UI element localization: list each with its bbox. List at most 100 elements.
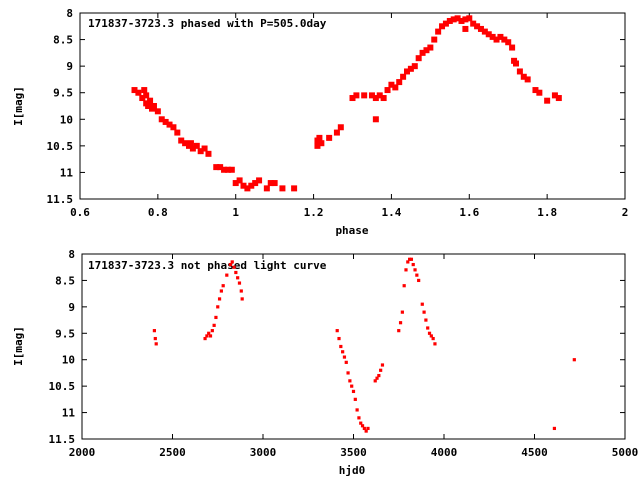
x-tick-label: 0.8 [148,206,168,219]
data-point [433,342,437,346]
data-points [152,257,576,433]
data-point [454,15,461,22]
y-tick-label: 10 [60,113,73,126]
data-point [162,118,169,125]
data-point [154,108,161,115]
data-point [150,103,157,109]
data-point [481,28,488,35]
data-point [350,384,354,388]
data-point [152,329,156,333]
data-point [221,166,228,173]
data-point [466,15,473,22]
data-point [326,134,333,141]
data-point [493,36,500,43]
data-point [240,182,247,189]
data-point [505,39,512,46]
data-point [244,185,251,192]
data-point [409,257,414,261]
data-point [462,25,469,32]
data-point [396,79,403,86]
data-point [193,142,200,149]
y-tick-label: 11.5 [47,193,74,206]
data-point [368,92,375,99]
data-point [214,315,218,320]
data-point [407,65,414,72]
data-point [219,289,223,293]
data-point [377,373,381,378]
data-point [337,124,344,131]
y-tick-label: 10.5 [47,140,74,153]
data-point [435,28,442,35]
data-point [318,140,325,147]
data-point [170,124,177,131]
data-point [489,33,496,40]
data-points [131,15,562,192]
data-point [174,129,181,136]
data-point [237,281,242,285]
data-point [419,49,426,56]
data-point [339,344,343,349]
data-point [217,297,222,301]
x-tick-label: 0.6 [70,206,90,219]
x-tick-label: 1 [232,206,239,219]
data-point [458,17,465,24]
y-tick-label: 9 [66,60,73,73]
data-point [252,180,259,187]
data-point [316,134,323,141]
data-point [158,116,165,123]
data-point [147,97,154,104]
data-point [240,297,244,301]
plot-frame [79,12,626,200]
x-tick-label: 5000 [612,446,639,459]
data-point [236,276,240,280]
data-point [256,177,263,184]
data-point [431,36,438,43]
data-point [400,310,404,314]
data-point [224,166,231,173]
data-point [346,371,350,375]
data-point [420,302,424,306]
data-point [236,177,243,184]
data-point [400,73,407,80]
data-point [263,185,270,192]
data-point [470,20,477,27]
data-point [187,140,194,147]
x-tick-label: 2500 [159,446,186,459]
data-point [279,185,286,192]
data-point [372,116,379,123]
y-tick-label: 10.5 [49,380,76,393]
data-point [139,95,146,102]
data-point [404,68,410,75]
data-point [536,89,543,96]
data-point [143,92,150,99]
data-point [359,421,363,425]
y-axis-label: I[mag] [12,86,25,126]
data-point [271,180,278,187]
data-point [353,397,357,401]
data-point [408,257,412,261]
data-point [314,142,321,149]
data-point [217,164,224,171]
chart-title: 171837-3723.3 phased with P=505.0day [88,17,327,30]
data-point [415,55,422,62]
data-point [337,336,341,341]
data-point [182,140,189,147]
data-point [572,358,576,362]
x-tick-label: 1.6 [459,206,479,219]
y-tick-label: 11 [62,407,76,420]
data-point [366,426,370,431]
data-point [135,89,142,96]
data-point [141,87,148,94]
data-point [375,376,379,380]
data-point [520,73,527,80]
data-point [422,310,426,314]
data-point [178,137,185,144]
data-point [291,185,298,192]
data-point [145,103,152,109]
chart-phased: 171837-3723.3 phased with P=505.0day pha… [12,7,628,237]
y-tick-label: 11 [60,166,74,179]
data-point [446,17,453,24]
data-point [364,429,368,433]
data-point [373,379,377,383]
